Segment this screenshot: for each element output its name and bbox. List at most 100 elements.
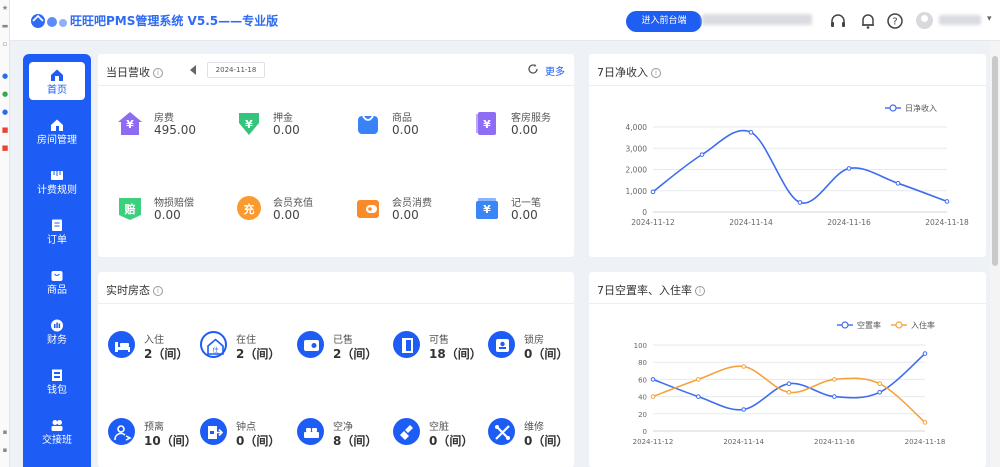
data-point[interactable] — [922, 351, 928, 356]
revenue-value: 0.00 — [511, 123, 538, 137]
page-icon[interactable]: ▫ — [2, 40, 8, 48]
data-point[interactable] — [741, 364, 746, 369]
room-status-item[interactable]: 空净 8（间） — [297, 418, 387, 452]
chevron-down-icon[interactable]: ▾ — [987, 14, 992, 24]
data-point[interactable] — [786, 390, 792, 395]
x-tick-label: 2024-11-16 — [827, 218, 871, 227]
room-status-item[interactable]: 预离 10（间） — [108, 418, 198, 452]
handover-icon — [51, 420, 63, 431]
browser-side-strip: ★ ▬ ▫ ● ● ● ■ ■ ▪ ▪ — [0, 0, 10, 467]
room-status-item[interactable]: 钟点 0（间） — [200, 418, 290, 452]
data-point[interactable] — [699, 152, 705, 157]
data-point[interactable] — [786, 381, 792, 386]
room-status-item[interactable]: 住 在住 2（间） — [200, 331, 290, 365]
legend-marker[interactable] — [841, 321, 849, 329]
data-point[interactable] — [877, 390, 882, 395]
room-status-item[interactable]: 可售 18（间） — [393, 331, 483, 365]
y-tick-label: 0 — [642, 208, 647, 217]
data-point[interactable] — [922, 420, 928, 425]
settings-icon[interactable]: ▪ — [2, 428, 8, 436]
sidebar-item-room-management[interactable]: 房间管理 — [29, 112, 85, 150]
sidebar-item-orders[interactable]: 订单 — [29, 212, 85, 250]
info-icon[interactable]: i — [651, 68, 661, 78]
enter-frontdesk-button[interactable]: 进入前台端 — [626, 11, 702, 32]
revenue-item[interactable]: ¥ 房费 495.00 — [116, 109, 226, 143]
room-status-label: 锁房 — [524, 335, 544, 346]
revenue-item[interactable]: ¥ 记一笔 0.00 — [473, 194, 583, 228]
sidebar-item-handover[interactable]: 交接班 — [29, 412, 85, 450]
data-point[interactable] — [748, 130, 754, 135]
info-icon[interactable]: i — [695, 286, 705, 296]
revenue-value: 0.00 — [392, 208, 419, 222]
headset-icon[interactable] — [828, 11, 848, 31]
data-point[interactable] — [832, 394, 837, 399]
svg-text:¥: ¥ — [483, 118, 491, 131]
info-icon[interactable]: i — [153, 286, 163, 296]
x-tick-label: 2024-11-18 — [925, 218, 969, 227]
data-point[interactable] — [650, 377, 656, 382]
legend-label[interactable]: 空置率 — [857, 320, 881, 330]
room-status-item[interactable]: 已售 2（间） — [297, 331, 387, 365]
help-icon[interactable]: ? — [885, 11, 905, 31]
room-status-value: 10（间） — [144, 434, 197, 448]
data-point[interactable] — [944, 199, 950, 204]
room-status-item[interactable]: 空脏 0（间） — [393, 418, 483, 452]
data-point[interactable] — [696, 377, 701, 382]
sidebar-item-home[interactable]: 首页 — [29, 62, 85, 100]
bell-icon[interactable] — [858, 11, 878, 31]
revenue-label: 会员消费 — [392, 198, 432, 209]
legend-label[interactable]: 入住率 — [911, 320, 935, 330]
data-point[interactable] — [696, 394, 701, 399]
legend-marker[interactable] — [895, 321, 903, 329]
sidebar-item-wallet[interactable]: 钱包 — [29, 362, 85, 400]
data-point[interactable] — [650, 189, 656, 195]
revenue-label: 会员充值 — [273, 198, 313, 209]
sidebar-item-products[interactable]: 商品 — [29, 262, 85, 300]
room-status-item[interactable]: 维修 0（间） — [488, 418, 578, 452]
sidebar-item-billing-rules[interactable]: 计费规则 — [29, 162, 85, 200]
app-title: 旺旺吧PMS管理系统 V5.5——专业版 — [70, 14, 279, 28]
data-point[interactable] — [797, 200, 803, 205]
info-icon[interactable]: i — [153, 68, 163, 78]
tools-icon — [488, 418, 515, 445]
triangle-left-icon[interactable] — [190, 65, 196, 75]
svg-text:¥: ¥ — [483, 203, 491, 216]
refresh-icon[interactable] — [527, 63, 539, 75]
data-point[interactable] — [877, 381, 882, 386]
avatar[interactable] — [916, 12, 933, 29]
room-status-item[interactable]: 入住 2（间） — [108, 331, 198, 365]
revenue-item[interactable]: ¥ 客房服务 0.00 — [473, 109, 583, 143]
revenue-item[interactable]: 赔 物损赔偿 0.00 — [116, 194, 226, 228]
room-status-item[interactable]: 锁房 0（间） — [488, 331, 578, 365]
data-point[interactable] — [741, 407, 746, 412]
clean-bed-icon — [297, 418, 324, 445]
extension-icon[interactable]: ■ — [1, 144, 9, 152]
revenue-item[interactable]: 充 会员充值 0.00 — [235, 194, 345, 228]
data-point[interactable] — [846, 166, 852, 171]
revenue-item[interactable]: ¥ 押金 0.00 — [235, 109, 345, 143]
data-point[interactable] — [650, 394, 656, 399]
star-icon[interactable]: ★ — [1, 4, 9, 12]
legend-marker[interactable] — [889, 104, 897, 112]
top-header: 旺旺吧PMS管理系统 V5.5——专业版 进入前台端 ? ▾ — [10, 0, 1000, 41]
date-value[interactable]: 2024-11-18 — [207, 62, 265, 78]
sidebar-item-finance[interactable]: 财务 — [29, 312, 85, 350]
extension-icon[interactable]: ■ — [1, 126, 9, 134]
panel-icon[interactable]: ▪ — [2, 446, 8, 454]
scrollbar-thumb[interactable] — [992, 56, 998, 266]
folder-icon[interactable]: ▬ — [1, 22, 9, 30]
sidebar: 首页 房间管理 计费规则 订单 商品 财务 钱包 交接班 — [23, 54, 91, 467]
room-status-value: 0（间） — [524, 434, 569, 448]
extension-icon[interactable]: ● — [1, 72, 9, 80]
revenue-item[interactable]: 会员消费 0.00 — [354, 194, 464, 228]
revenue-value: 0.00 — [154, 208, 181, 222]
extension-icon[interactable]: ● — [1, 90, 9, 98]
revenue-item[interactable]: 商品 0.00 — [354, 109, 464, 143]
data-point[interactable] — [895, 181, 901, 186]
sidebar-item-label: 订单 — [47, 235, 67, 246]
x-tick-label: 2024-11-14 — [729, 218, 773, 227]
more-link[interactable]: 更多 — [545, 67, 565, 78]
legend-label[interactable]: 日净收入 — [905, 103, 937, 113]
data-point[interactable] — [832, 377, 837, 382]
extension-icon[interactable]: ● — [1, 108, 9, 116]
